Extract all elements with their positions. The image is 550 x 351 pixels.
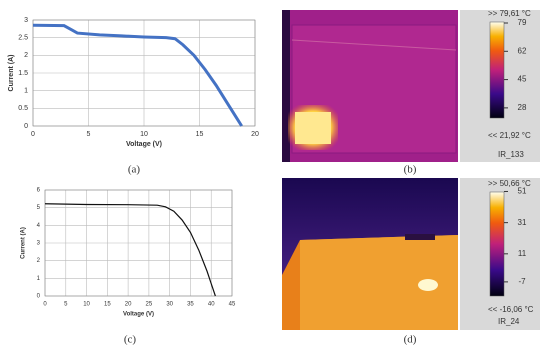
x-tick-label: 5 — [87, 131, 91, 138]
x-tick-label: 20 — [125, 302, 132, 308]
thermal-image-b — [282, 10, 540, 162]
x-tick-label: 35 — [187, 302, 194, 308]
plot-frame — [44, 189, 233, 297]
line-series — [32, 23, 243, 127]
x-tick-label: 0 — [31, 131, 35, 138]
x-tick-label: 45 — [229, 302, 236, 308]
y-tick-label: 1 — [37, 276, 41, 282]
colorbar-tick-label: 45 — [518, 75, 527, 84]
y-axis-label: Current (A) — [21, 227, 27, 259]
colorbar-tick-label: 28 — [518, 103, 527, 112]
max-temp-label: >> 79,61 °C — [488, 9, 531, 18]
y-tick-label: 0 — [37, 294, 41, 300]
y-axis-label: Current (A) — [8, 55, 15, 92]
y-tick-label: 6 — [37, 188, 41, 194]
thermal-image-d — [282, 178, 540, 330]
x-tick-label: 15 — [104, 302, 111, 308]
colorbar-tick-label: 11 — [518, 249, 527, 258]
x-tick-label: 0 — [43, 302, 47, 308]
x-tick-label: 20 — [251, 131, 259, 138]
colorbar-tick-label: 31 — [518, 218, 527, 227]
x-tick-label: 15 — [196, 131, 204, 138]
y-tick-label: 2.5 — [18, 35, 28, 42]
x-tick-label: 40 — [208, 302, 215, 308]
colorbar-tick-label: 62 — [518, 46, 527, 55]
colorbar-tick-label: -7 — [518, 277, 526, 286]
panel-label: (b) — [404, 164, 417, 176]
x-axis-label: Voltage (V) — [126, 141, 162, 148]
y-tick-label: 1 — [24, 88, 28, 95]
line-series — [44, 203, 216, 297]
y-tick-label: 5 — [37, 205, 41, 211]
panel-label: (c) — [124, 334, 137, 346]
y-tick-label: 0.5 — [18, 105, 28, 112]
y-tick-label: 1.5 — [18, 70, 28, 77]
x-tick-label: 5 — [64, 302, 68, 308]
panel-label: (a) — [128, 164, 141, 176]
colorbar-tick-label: 51 — [518, 187, 527, 196]
min-temp-label: << 21,92 °C — [488, 131, 531, 140]
y-tick-label: 3 — [37, 241, 41, 247]
image-id: IR_24 — [498, 317, 520, 326]
plot-frame — [32, 19, 256, 127]
y-tick-label: 0 — [24, 123, 28, 130]
y-tick-label: 4 — [37, 223, 41, 229]
x-axis-label: Voltage (V) — [123, 312, 154, 318]
colorbar-tick-label: 79 — [518, 18, 527, 27]
min-temp-label: << -16,06 °C — [488, 305, 534, 314]
y-tick-label: 2 — [37, 258, 41, 264]
x-tick-label: 10 — [140, 131, 148, 138]
max-temp-label: >> 50,66 °C — [488, 179, 531, 188]
x-tick-label: 25 — [146, 302, 153, 308]
y-tick-label: 2 — [24, 52, 28, 59]
image-id: IR_133 — [498, 150, 524, 159]
x-tick-label: 30 — [166, 302, 173, 308]
panel-label: (d) — [404, 334, 417, 346]
x-tick-label: 10 — [83, 302, 90, 308]
y-tick-label: 3 — [24, 17, 28, 24]
